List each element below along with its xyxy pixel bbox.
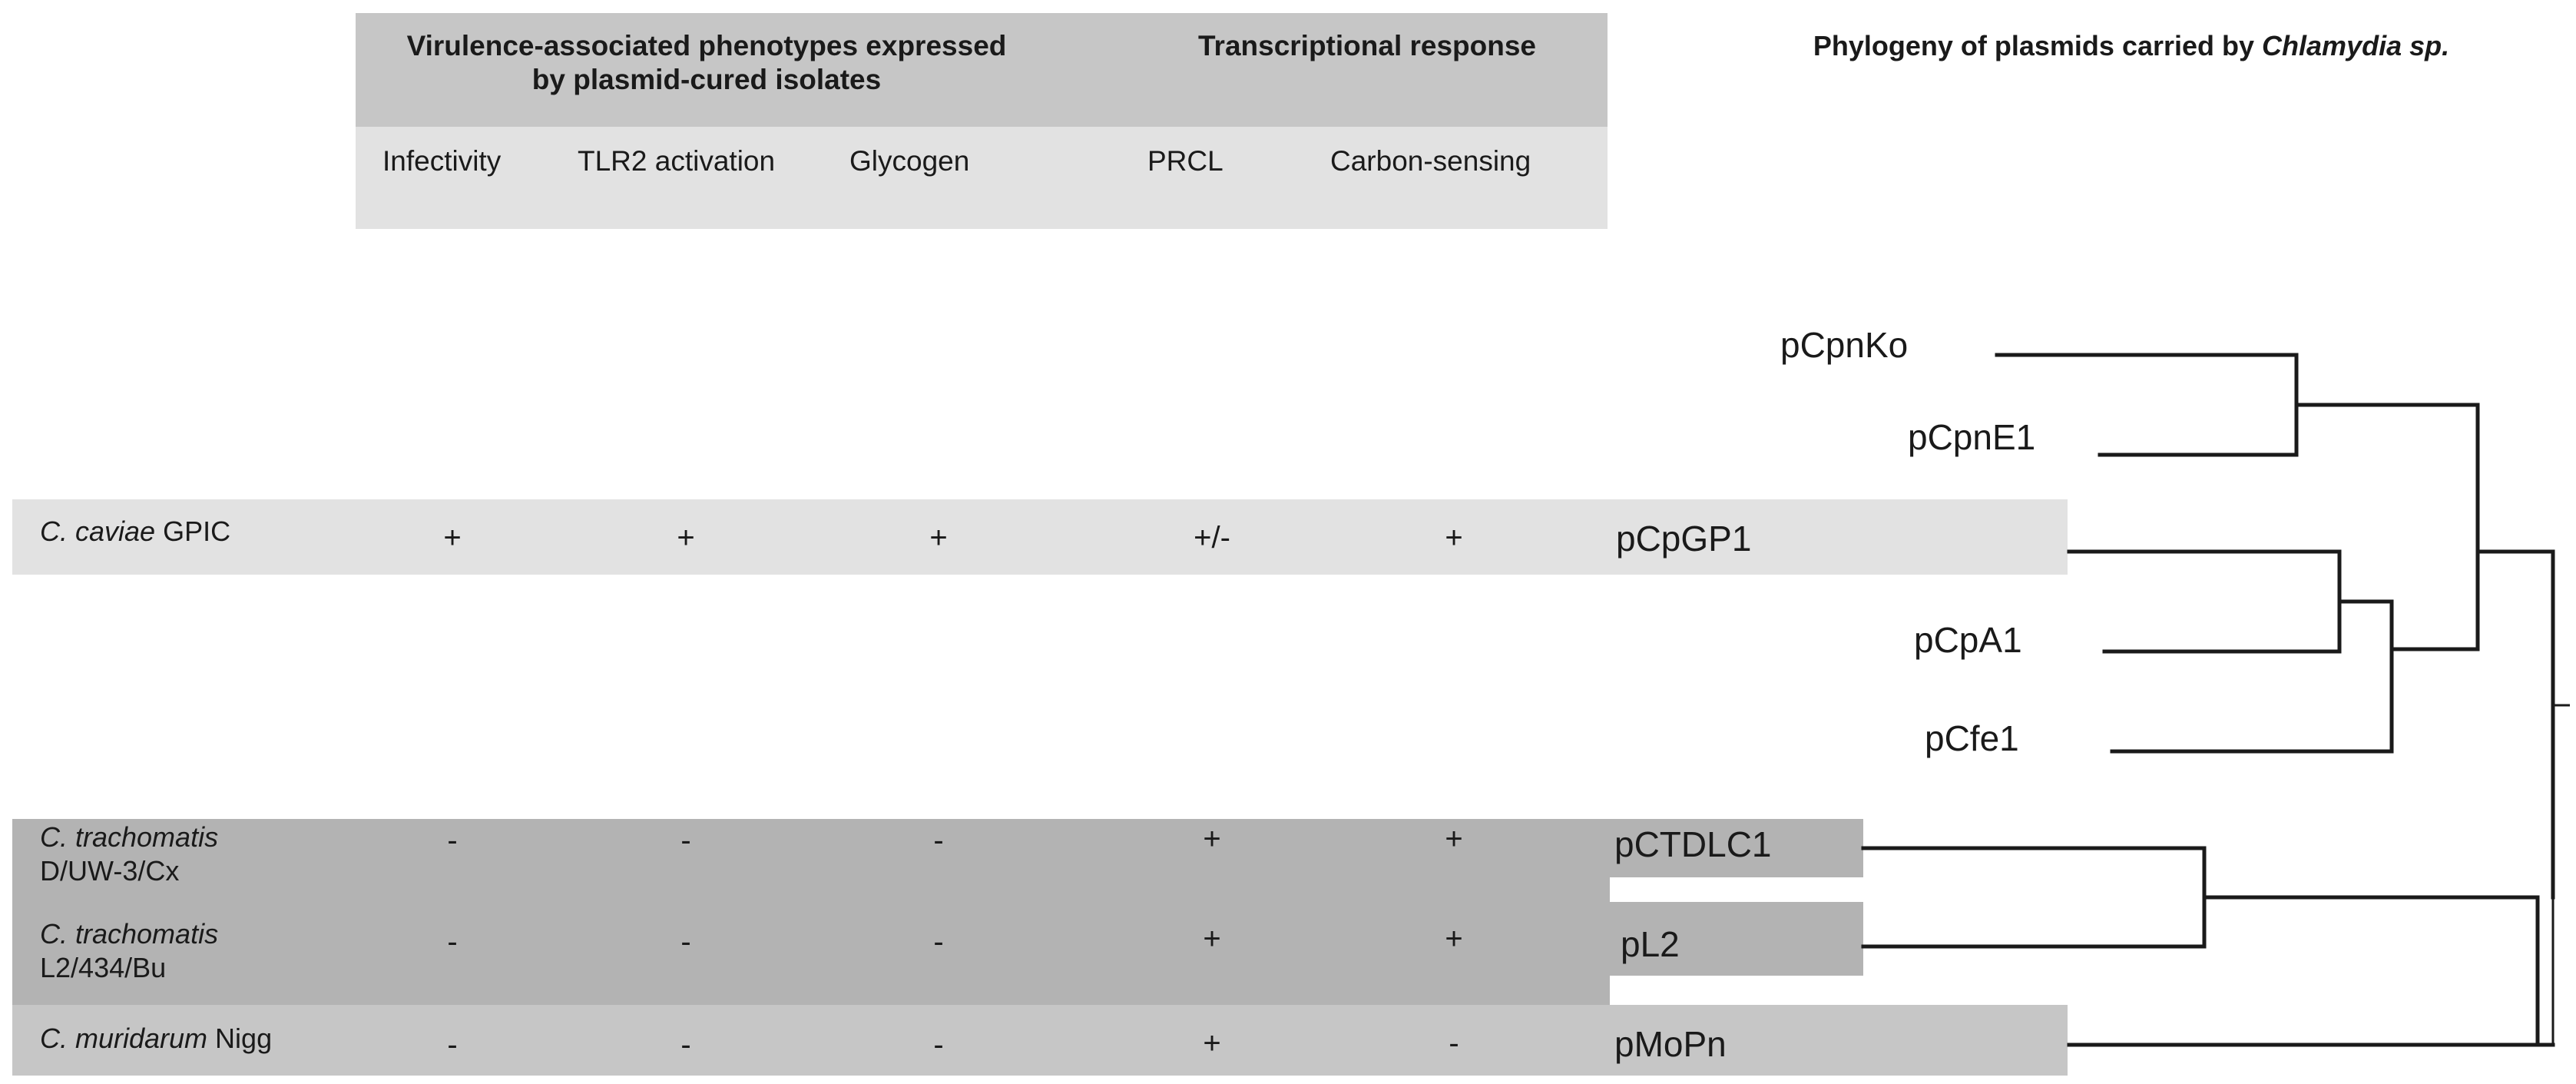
plasmid-band-pl2: [1610, 902, 1863, 976]
strain-name: GPIC: [155, 515, 231, 547]
phenotypes-title-line2: by plasmid-cured isolates: [531, 64, 882, 95]
plasmid-label-pctdlc1: pCTDLC1: [1614, 824, 1772, 864]
strain-name: Nigg: [207, 1023, 273, 1054]
cell-trachomatis-d-infectivity: -: [447, 824, 458, 857]
species-label-trachomatis-d: C. trachomatis D/UW-3/Cx: [40, 820, 218, 888]
strain-line2: D/UW-3/Cx: [40, 855, 180, 887]
column-header-infectivity: Infectivity: [382, 145, 502, 177]
cell-trachomatis-l2-glycogen: -: [933, 925, 944, 959]
column-header-glycogen: Glycogen: [849, 145, 970, 177]
species-label-trachomatis-l2: C. trachomatis L2/434/Bu: [40, 917, 218, 985]
phenotype-header-band: [356, 13, 1608, 127]
cell-muridarum-carbon: -: [1449, 1026, 1459, 1060]
plasmid-label-pl2: pL2: [1621, 924, 1680, 964]
cell-caviae-infectivity: +: [443, 521, 462, 555]
column-header-carbon-sensing: Carbon-sensing: [1330, 145, 1531, 177]
row-band-muridarum: [12, 1005, 2068, 1076]
strain-line2: L2/434/Bu: [40, 952, 167, 983]
plasmid-label-pcpne1: pCpnE1: [1908, 417, 2036, 457]
species-label-caviae: C. caviae GPIC: [40, 515, 230, 549]
species-name: C. trachomatis: [40, 821, 219, 853]
cell-trachomatis-d-glycogen: -: [933, 824, 944, 857]
cell-trachomatis-d-tlr2: -: [680, 824, 691, 857]
cell-trachomatis-l2-infectivity: -: [447, 925, 458, 959]
row-band-caviae: [12, 499, 2068, 575]
plasmid-label-pcpa1: pCpA1: [1914, 620, 2022, 660]
plasmid-band-pctdlc1: [1610, 819, 1863, 877]
cell-caviae-glycogen: +: [929, 521, 948, 555]
plasmid-label-pcfe1: pCfe1: [1925, 718, 2019, 758]
cell-caviae-tlr2: +: [677, 521, 695, 555]
phenotypes-title-line1: Virulence-associated phenotypes expresse…: [406, 30, 1007, 61]
cell-muridarum-tlr2: -: [680, 1028, 691, 1062]
cell-muridarum-prcl: +: [1203, 1026, 1221, 1060]
cell-trachomatis-d-carbon: +: [1445, 822, 1463, 856]
cell-trachomatis-l2-carbon: +: [1445, 922, 1463, 956]
cell-muridarum-glycogen: -: [933, 1028, 944, 1062]
cell-caviae-prcl: +/-: [1194, 521, 1230, 555]
species-label-muridarum: C. muridarum Nigg: [40, 1022, 272, 1056]
column-header-tlr2: TLR2 activation: [578, 145, 776, 177]
cell-muridarum-infectivity: -: [447, 1028, 458, 1062]
phenotypes-title: Virulence-associated phenotypes expresse…: [361, 29, 1052, 97]
phylogeny-title: Phylogeny of plasmids carried by Chlamyd…: [1713, 29, 2550, 63]
column-header-band: [356, 127, 1608, 229]
cell-trachomatis-l2-prcl: +: [1203, 922, 1221, 956]
plasmid-label-pcpgp1: pCpGP1: [1616, 519, 1752, 559]
species-name: C. trachomatis: [40, 918, 219, 950]
cell-caviae-carbon: +: [1445, 521, 1463, 555]
plasmid-label-pcpnko: pCpnKo: [1780, 325, 1909, 365]
phylogeny-title-prefix: Phylogeny of plasmids carried by: [1813, 30, 2263, 61]
phylogeny-title-genus: Chlamydia sp.: [2262, 30, 2450, 61]
row-band-trachomatis: [12, 819, 1610, 1005]
species-name: C. caviae: [40, 515, 156, 547]
cell-trachomatis-d-prcl: +: [1203, 822, 1221, 856]
plasmid-label-pmopn: pMoPn: [1614, 1024, 1727, 1064]
cell-trachomatis-l2-tlr2: -: [680, 925, 691, 959]
transcription-title: Transcriptional response: [1197, 30, 1537, 61]
species-name: C. muridarum: [40, 1023, 208, 1054]
column-header-prcl: PRCL: [1147, 145, 1223, 177]
